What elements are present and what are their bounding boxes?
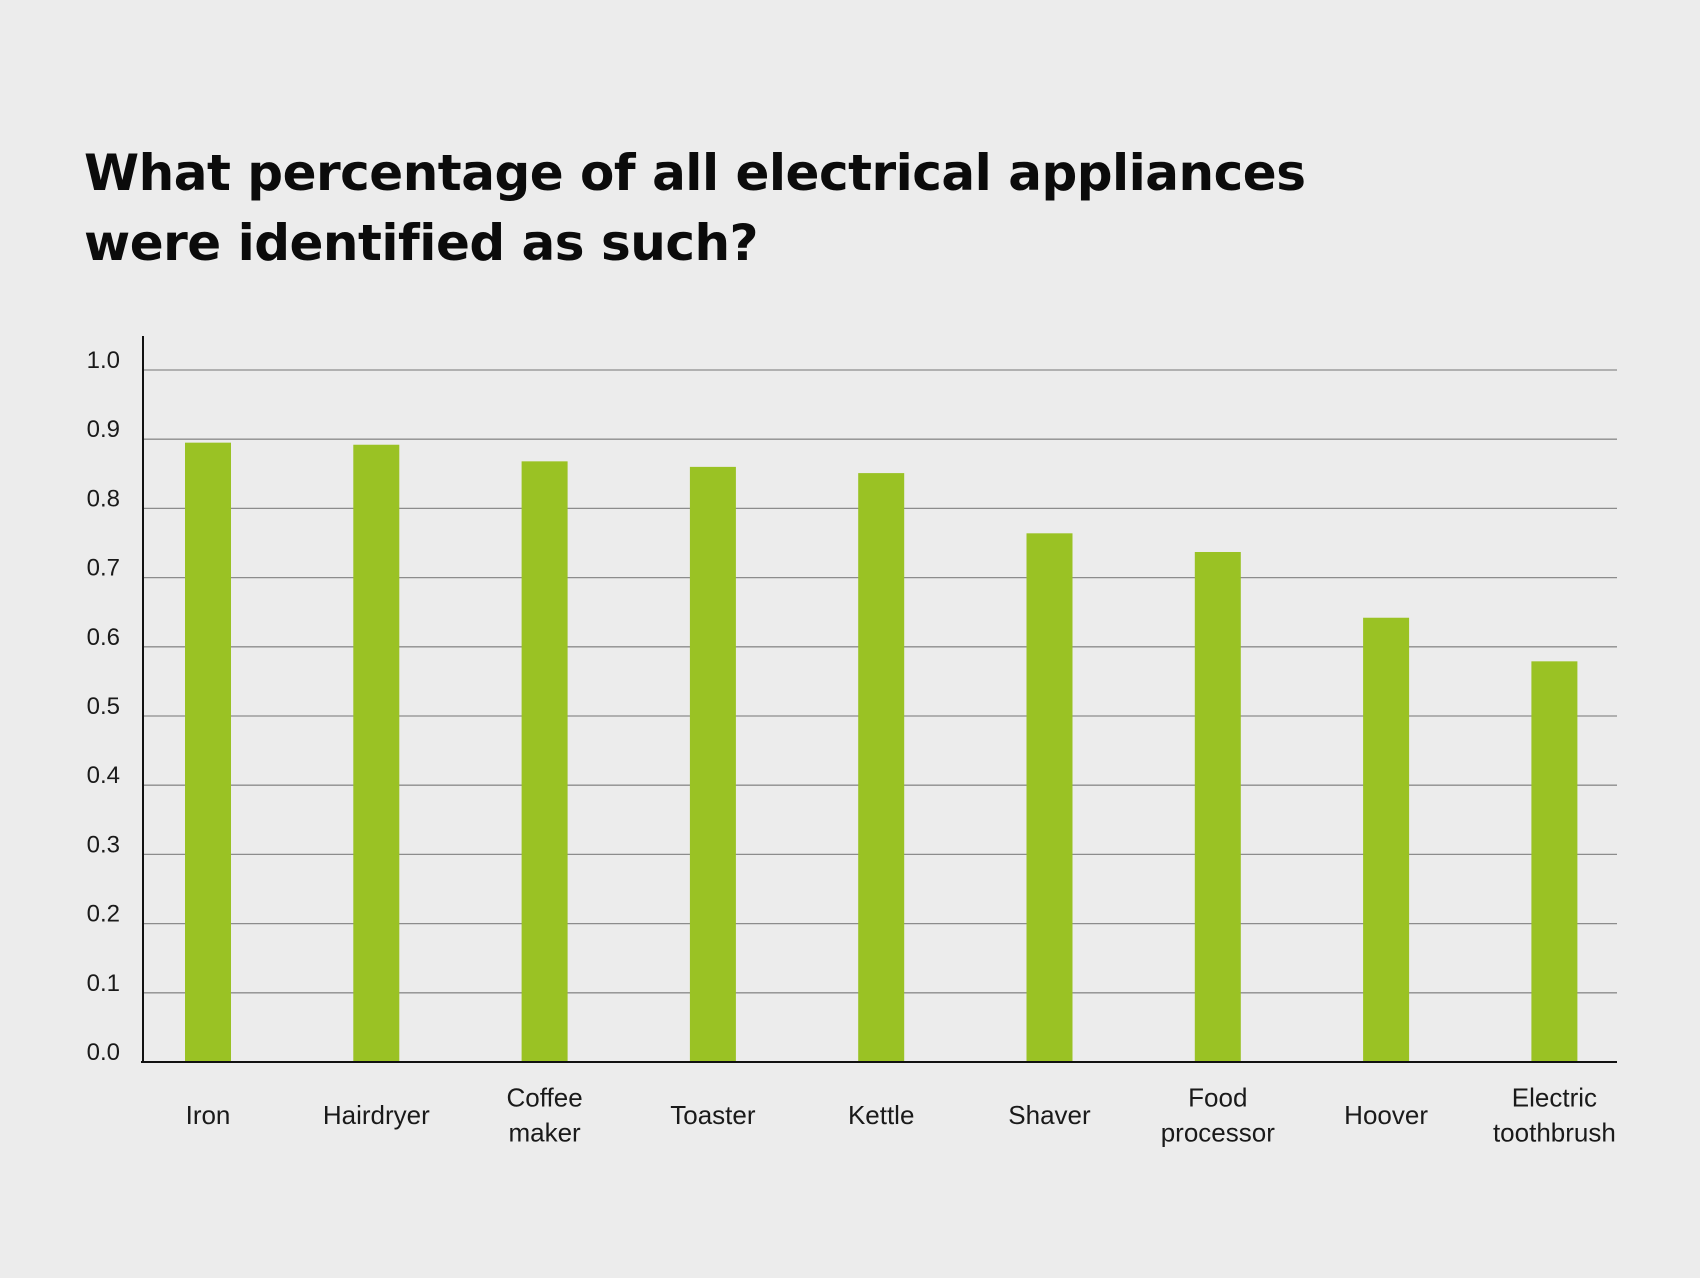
- y-tick-label: 0.1: [87, 970, 120, 997]
- x-category-label-line: Hoover: [1344, 1100, 1428, 1130]
- x-category-label-line: Hairdryer: [323, 1100, 430, 1130]
- y-tick-label: 0.7: [87, 555, 120, 582]
- x-category-label-line: Toaster: [670, 1100, 756, 1130]
- x-category-label: Toaster: [670, 1100, 756, 1130]
- x-category-label: Hoover: [1344, 1100, 1428, 1130]
- x-category-label-line: Coffee: [507, 1083, 583, 1113]
- x-category-label: Kettle: [848, 1100, 915, 1130]
- bar: [1026, 533, 1073, 1062]
- x-category-label-line: maker: [508, 1118, 581, 1148]
- x-category-label-line: processor: [1161, 1118, 1275, 1148]
- y-tick-label: 0.9: [87, 416, 120, 443]
- x-category-label: Food processor: [1161, 1083, 1275, 1148]
- bar: [521, 461, 568, 1062]
- x-category-label-line: toothbrush: [1493, 1118, 1616, 1148]
- y-tick-label: 0.2: [87, 901, 120, 928]
- y-tick-labels: 0.0 0.1 0.2 0.3 0.4 0.5 0.6 0.7 0.8 0.9 1.0: [87, 347, 120, 1066]
- bar: [1194, 551, 1241, 1062]
- x-category-label-line: Kettle: [848, 1100, 915, 1130]
- x-category-label: Coffee maker: [507, 1083, 583, 1148]
- bar: [689, 466, 736, 1062]
- x-category-label: Electric toothbrush: [1493, 1083, 1616, 1148]
- x-category-label-line: Shaver: [1008, 1100, 1091, 1130]
- y-tick-label: 0.8: [87, 485, 120, 512]
- y-tick-label: 0.6: [87, 624, 120, 651]
- bar: [1531, 661, 1578, 1062]
- x-category-label-line: Iron: [186, 1100, 231, 1130]
- bar: [185, 442, 231, 1062]
- chart-title: What percentage of all electrical applia…: [84, 144, 1306, 272]
- bar: [353, 444, 400, 1063]
- x-category-label: Iron: [186, 1100, 231, 1130]
- y-tick-label: 0.0: [87, 1039, 120, 1066]
- bar: [1363, 617, 1410, 1062]
- x-category-label: Hairdryer: [323, 1100, 430, 1130]
- x-category-label-line: Electric: [1512, 1083, 1597, 1113]
- bars: [185, 442, 1578, 1063]
- y-tick-label: 0.5: [87, 693, 120, 720]
- axes: [141, 336, 1617, 1063]
- y-tick-label: 0.3: [87, 831, 120, 858]
- y-tick-label: 1.0: [87, 347, 120, 374]
- y-tick-label: 0.4: [87, 762, 120, 789]
- x-category-labels: Iron Hairdryer Coffee maker Toaster Kettle Sha…: [186, 1083, 1616, 1148]
- x-category-label: Shaver: [1008, 1100, 1091, 1130]
- x-category-label-line: Food: [1188, 1083, 1247, 1113]
- bar: [858, 473, 905, 1062]
